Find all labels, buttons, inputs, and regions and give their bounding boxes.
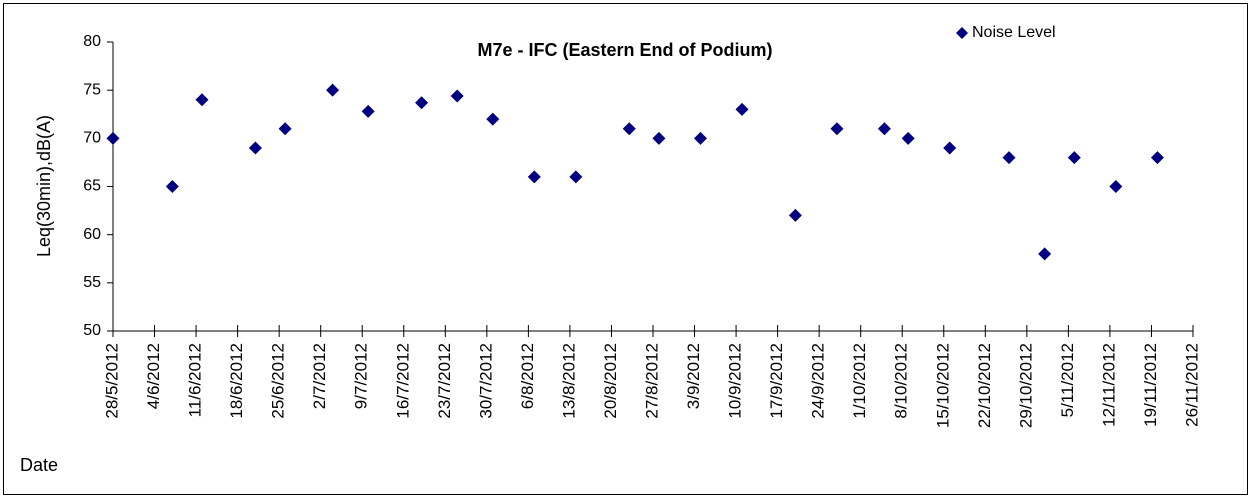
x-tick-label: 23/7/2012	[435, 343, 454, 419]
x-tick-label: 18/6/2012	[227, 343, 246, 419]
chart-border	[3, 3, 1248, 495]
legend-marker	[956, 27, 968, 39]
x-tick-label: 9/7/2012	[352, 343, 371, 409]
x-tick-label: 25/6/2012	[269, 343, 288, 419]
x-tick-label: 30/7/2012	[476, 343, 495, 419]
x-tick-label: 16/7/2012	[393, 343, 412, 419]
x-tick-label: 11/6/2012	[186, 343, 205, 417]
x-tick-label: 10/9/2012	[726, 343, 745, 419]
x-tick-label: 5/11/2012	[1058, 343, 1077, 417]
x-tick-label: 8/10/2012	[892, 343, 911, 419]
y-tick-label: 65	[83, 178, 101, 195]
y-tick-label: 80	[83, 33, 101, 50]
data-point	[1038, 247, 1052, 261]
x-tick-label: 3/9/2012	[684, 343, 703, 409]
data-point	[278, 122, 292, 136]
data-point	[735, 102, 749, 116]
y-tick-label: 60	[83, 226, 101, 243]
y-tick-label: 55	[83, 274, 101, 291]
x-tick-label: 20/8/2012	[601, 343, 620, 419]
data-point	[1150, 151, 1164, 165]
chart-title: M7e - IFC (Eastern End of Podium)	[477, 40, 772, 60]
x-tick-label: 17/9/2012	[767, 343, 786, 419]
x-tick-label: 24/9/2012	[809, 343, 828, 419]
data-point	[415, 96, 429, 110]
x-tick-label: 22/10/2012	[975, 343, 994, 428]
x-tick-label: 6/8/2012	[518, 343, 537, 409]
data-point	[486, 112, 500, 126]
x-tick-label: 28/5/2012	[102, 343, 121, 419]
y-tick-label: 70	[83, 130, 101, 147]
x-tick-label: 2/7/2012	[310, 343, 329, 409]
data-point	[1109, 180, 1123, 193]
data-point	[788, 208, 802, 222]
data-point	[943, 141, 957, 155]
x-tick-label: 4/6/2012	[144, 343, 163, 409]
legend-label: Noise Level	[972, 24, 1056, 41]
data-point	[1002, 151, 1016, 165]
x-tick-label: 26/11/2012	[1182, 343, 1201, 427]
data-point	[830, 122, 844, 136]
data-point	[106, 131, 120, 145]
x-tick-label: 27/8/2012	[642, 343, 661, 419]
data-point	[652, 131, 666, 145]
data-point	[248, 141, 262, 155]
data-point	[901, 131, 915, 145]
x-axis-label: Date	[20, 455, 58, 475]
data-point	[165, 180, 179, 193]
x-tick-label: 15/10/2012	[933, 343, 952, 428]
data-point	[693, 131, 707, 145]
data-point	[527, 170, 541, 184]
data-point	[569, 170, 583, 184]
data-point	[361, 104, 375, 118]
y-axis-label: Leq(30min),dB(A)	[34, 115, 54, 257]
y-tick-label: 75	[83, 81, 101, 98]
data-point	[450, 89, 464, 103]
x-tick-label: 13/8/2012	[559, 343, 578, 419]
x-tick-label: 1/10/2012	[850, 343, 869, 419]
data-point	[1067, 151, 1081, 165]
x-tick-label: 12/11/2012	[1099, 343, 1118, 427]
data-point	[326, 83, 340, 97]
y-tick-label: 50	[83, 322, 101, 339]
x-tick-label: 29/10/2012	[1016, 343, 1035, 428]
data-point	[622, 122, 636, 136]
data-point	[195, 93, 209, 107]
data-point	[877, 122, 891, 136]
x-tick-label: 19/11/2012	[1141, 343, 1160, 427]
